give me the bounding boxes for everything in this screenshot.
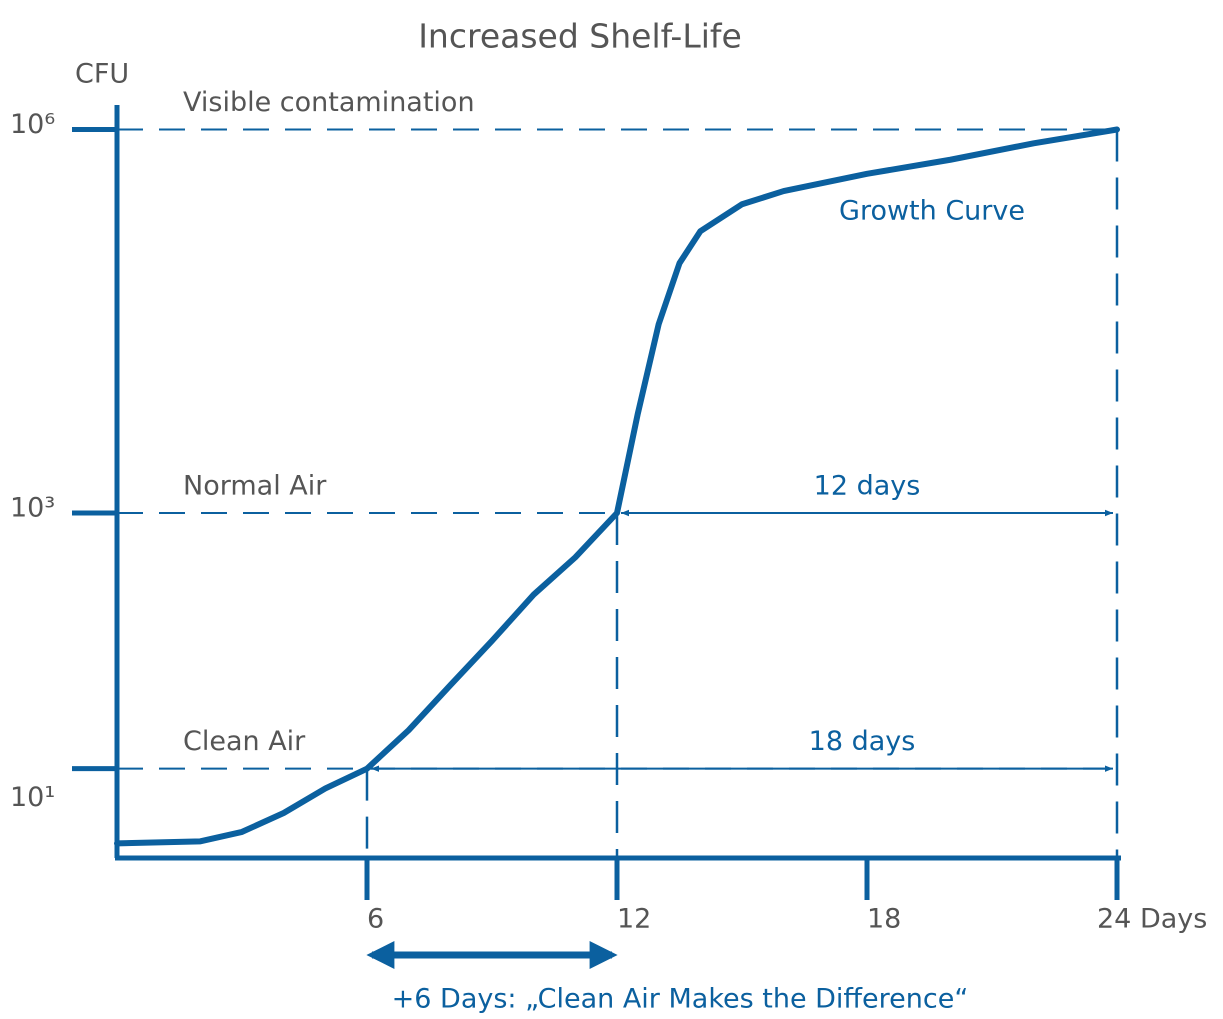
callout-label: +6 Days: „Clean Air Makes the Difference…: [392, 984, 969, 1015]
threshold-label: Visible contamination: [183, 87, 475, 118]
span-label: 12 days: [814, 470, 921, 501]
span-label: 18 days: [809, 726, 916, 757]
x-tick-label: 18: [867, 904, 901, 935]
x-tick-label: 6: [367, 904, 384, 935]
x-tick-label: 12: [617, 904, 651, 935]
threshold-label: Normal Air: [183, 470, 327, 501]
x-tick-label: 24 Days: [1097, 904, 1207, 935]
growth-curve: [114, 126, 1120, 847]
y-tick-label: 10¹: [10, 782, 55, 813]
series-label: Growth Curve: [839, 196, 1025, 227]
y-tick-label: 10³: [10, 492, 55, 523]
y-tick-label: 10⁶: [10, 109, 55, 140]
chart-title: Increased Shelf-Life: [418, 17, 742, 56]
threshold-label: Clean Air: [183, 726, 306, 757]
y-axis-label: CFU: [75, 59, 129, 90]
